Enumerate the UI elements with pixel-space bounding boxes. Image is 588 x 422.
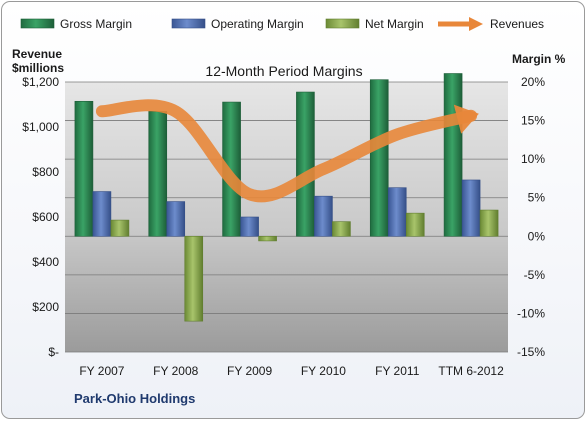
left-tick-label: $1,000: [22, 120, 59, 134]
revenue-arrowhead: [453, 104, 479, 134]
legend-item-gross-margin: Gross Margin: [20, 17, 132, 31]
right-axis-ticks: -15% -10% -5% 0% 5% 10% 15% 20%: [517, 75, 545, 359]
revenue-line-series: [95, 99, 479, 203]
left-tick-label: $400: [32, 255, 59, 269]
chart-title: 12-Month Period Margins: [205, 63, 362, 79]
category-label: FY 2011: [375, 364, 420, 378]
legend-label-revenues: Revenues: [490, 17, 544, 31]
gross-margin-bar: [74, 100, 94, 237]
right-tick-label: 10%: [521, 152, 545, 166]
category-label: FY 2010: [301, 364, 346, 378]
operating-margin-bar: [92, 191, 112, 237]
legend-item-net-margin: Net Margin: [325, 17, 424, 31]
right-axis-title: Margin %: [512, 52, 566, 66]
right-tick-label: -5%: [524, 268, 546, 282]
net-margin-bar: [110, 219, 130, 237]
category-label: FY 2009: [227, 364, 272, 378]
net-margin-bar: [332, 221, 351, 237]
category-label: FY 2008: [153, 364, 198, 378]
right-tick-label: -10%: [517, 306, 545, 320]
net-margin-bar: [479, 209, 499, 237]
left-axis-ticks: $- $200 $400 $600 $800 $1,000 $1,200: [22, 75, 59, 359]
gross-margin-bar: [296, 91, 315, 237]
legend-item-operating-margin: Operating Margin: [171, 17, 304, 31]
legend-label-gross-margin: Gross Margin: [60, 17, 132, 31]
right-tick-label: 5%: [528, 191, 546, 205]
category-label: FY 2007: [79, 364, 124, 378]
legend-label-net-margin: Net Margin: [365, 17, 424, 31]
right-tick-label: 15%: [521, 114, 545, 128]
operating-margin-bar: [461, 179, 481, 237]
left-tick-label: $800: [32, 165, 59, 179]
right-tick-label: 0%: [528, 229, 546, 243]
left-tick-label: $-: [48, 345, 59, 359]
right-tick-label: 20%: [521, 75, 545, 89]
left-axis-title-line2: $millions: [12, 61, 64, 75]
legend: Gross Margin Operating Margin Net Margin…: [20, 17, 544, 31]
category-labels: FY 2007 FY 2008 FY 2009 FY 2010 FY 2011 TTM 6…: [79, 364, 504, 378]
company-name: Park-Ohio Holdings: [74, 391, 195, 406]
operating-margin-bar: [240, 216, 259, 237]
net-margin-bar: [258, 235, 277, 242]
category-label: TTM 6-2012: [438, 364, 504, 378]
legend-swatch-net-margin: [325, 18, 360, 29]
left-tick-label: $200: [32, 300, 59, 314]
margins-chart: $-$200$400$600$800$1,000$1,200 -15%-10%-…: [12, 17, 566, 406]
net-margin-bar: [405, 212, 425, 237]
left-tick-label: $1,200: [22, 75, 59, 89]
revenue-line: [95, 99, 478, 203]
bar-series: [74, 73, 499, 322]
legend-label-operating-margin: Operating Margin: [211, 17, 304, 31]
net-margin-bar: [184, 235, 204, 322]
gross-margin-bar: [148, 111, 168, 237]
operating-margin-bar: [314, 195, 333, 237]
legend-arrowhead-revenues: [469, 17, 483, 31]
gross-margin-bar: [369, 79, 389, 237]
legend-swatch-operating-margin: [171, 18, 206, 29]
legend-swatch-gross-margin: [20, 18, 55, 29]
gross-margin-bar: [443, 73, 463, 237]
left-tick-label: $600: [32, 210, 59, 224]
operating-margin-bar: [166, 201, 186, 237]
legend-item-revenues: Revenues: [438, 17, 544, 31]
left-axis-title-line1: Revenue: [12, 47, 62, 61]
operating-margin-bar: [387, 187, 407, 237]
right-tick-label: -15%: [517, 345, 545, 359]
